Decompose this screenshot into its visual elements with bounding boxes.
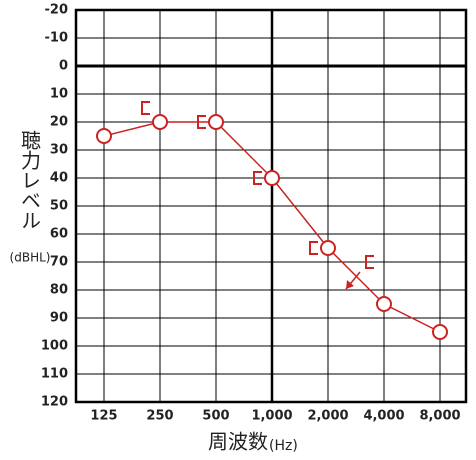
marker-circle (208, 114, 224, 130)
x-tick-label: 8,000 (419, 409, 460, 424)
marker-bracket (141, 101, 150, 115)
scale-out-arrowhead (346, 280, 354, 289)
x-tick-label: 500 (202, 409, 229, 424)
y-tick-label: 40 (50, 171, 68, 186)
y-tick-label: 80 (50, 283, 68, 298)
x-tick-label: 2,000 (307, 409, 348, 424)
x-tick-label: 125 (90, 409, 117, 424)
y-tick-label: 20 (50, 115, 68, 130)
marker-circle (376, 296, 392, 312)
plot-frame (74, 8, 468, 404)
marker-circle (320, 240, 336, 256)
marker-bracket (197, 115, 206, 129)
y-tick-label: 110 (41, 367, 68, 382)
marker-bracket (309, 241, 318, 255)
y-tick-label: 100 (41, 339, 68, 354)
x-label-unit: (Hz) (269, 438, 298, 454)
marker-bracket (253, 171, 262, 185)
y-tick-label: 90 (50, 311, 68, 326)
y-tick-label: 10 (50, 87, 68, 102)
marker-circle (152, 114, 168, 130)
x-tick-label: 4,000 (363, 409, 404, 424)
y-label: 聴力レベル (18, 130, 42, 230)
y-tick-label: 30 (50, 143, 68, 158)
y-tick-label: 60 (50, 227, 68, 242)
y-label-unit: (dBHL) (10, 251, 51, 265)
y-tick-label: -10 (45, 31, 69, 46)
y-tick-label: 0 (59, 59, 68, 74)
marker-circle (432, 324, 448, 340)
y-tick-label: 70 (50, 255, 68, 270)
x-label: 周波数 (208, 430, 268, 454)
marker-circle (264, 170, 280, 186)
marker-circle (96, 128, 112, 144)
y-tick-label: 120 (41, 395, 68, 410)
y-tick-label: -20 (45, 3, 69, 18)
x-tick-label: 250 (146, 409, 173, 424)
y-tick-label: 50 (50, 199, 68, 214)
marker-bracket (365, 255, 374, 269)
x-tick-label: 1,000 (251, 409, 292, 424)
